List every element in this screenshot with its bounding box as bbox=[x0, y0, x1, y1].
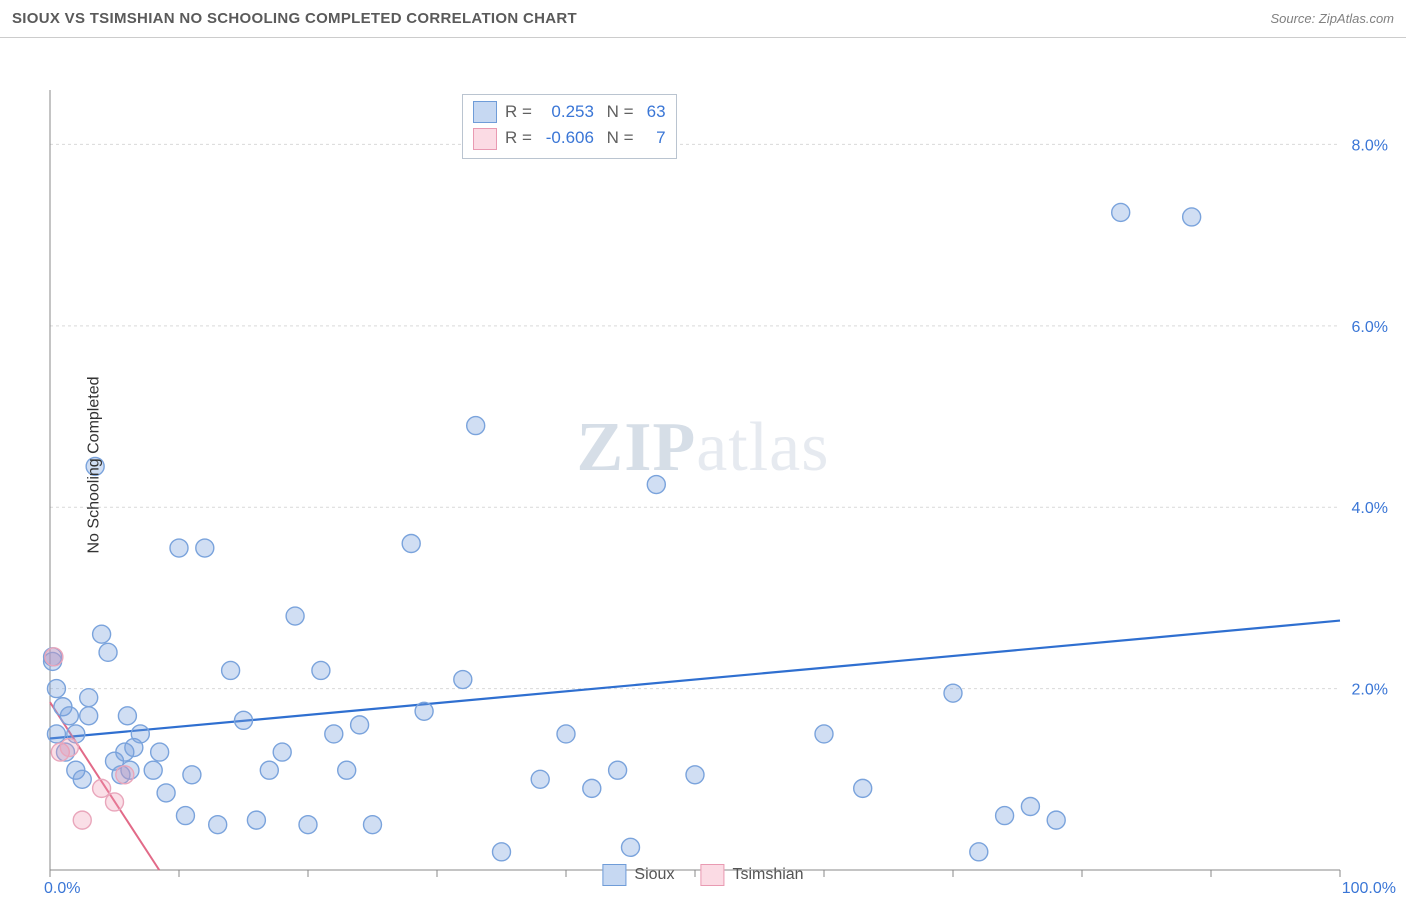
data-point bbox=[1112, 203, 1130, 221]
y-tick-label: 8.0% bbox=[1352, 137, 1388, 154]
series-legend: Sioux Tsimshian bbox=[602, 864, 803, 886]
data-point bbox=[970, 843, 988, 861]
legend-label: Tsimshian bbox=[732, 866, 803, 884]
data-point bbox=[247, 811, 265, 829]
series-swatch bbox=[473, 101, 497, 123]
data-point bbox=[312, 661, 330, 679]
data-point bbox=[1021, 798, 1039, 816]
scatter-plot: 2.0% 4.0% 6.0% 8.0% bbox=[0, 38, 1406, 892]
data-point bbox=[183, 766, 201, 784]
series-swatch bbox=[473, 128, 497, 150]
data-point bbox=[622, 838, 640, 856]
data-point bbox=[454, 671, 472, 689]
data-point bbox=[609, 761, 627, 779]
data-point bbox=[60, 707, 78, 725]
data-point bbox=[151, 743, 169, 761]
y-tick-label: 6.0% bbox=[1352, 319, 1388, 336]
chart-source: Source: ZipAtlas.com bbox=[1270, 11, 1394, 26]
data-point bbox=[99, 643, 117, 661]
data-point bbox=[686, 766, 704, 784]
data-point bbox=[93, 625, 111, 643]
legend-swatch bbox=[700, 864, 724, 886]
data-point bbox=[531, 770, 549, 788]
data-point bbox=[273, 743, 291, 761]
stats-row: R = 0.253 N = 63 bbox=[473, 99, 666, 125]
data-point bbox=[209, 816, 227, 834]
y-tick-label: 4.0% bbox=[1352, 500, 1388, 517]
data-point bbox=[325, 725, 343, 743]
data-point bbox=[815, 725, 833, 743]
data-point bbox=[47, 680, 65, 698]
r-label: R = bbox=[505, 125, 532, 151]
data-point bbox=[996, 807, 1014, 825]
data-point bbox=[60, 739, 78, 757]
data-point bbox=[106, 793, 124, 811]
legend-item: Tsimshian bbox=[700, 864, 803, 886]
n-value: 63 bbox=[642, 99, 666, 125]
data-point bbox=[1183, 208, 1201, 226]
data-point bbox=[338, 761, 356, 779]
data-point bbox=[222, 661, 240, 679]
r-label: R = bbox=[505, 99, 532, 125]
legend-item: Sioux bbox=[602, 864, 674, 886]
data-point bbox=[118, 707, 136, 725]
data-point bbox=[93, 779, 111, 797]
data-point bbox=[45, 648, 63, 666]
data-point bbox=[467, 417, 485, 435]
data-point bbox=[415, 702, 433, 720]
data-point bbox=[144, 761, 162, 779]
data-point bbox=[351, 716, 369, 734]
chart-title: SIOUX VS TSIMSHIAN NO SCHOOLING COMPLETE… bbox=[12, 10, 577, 27]
data-point bbox=[402, 534, 420, 552]
y-axis-label: No Schooling Completed bbox=[86, 377, 104, 554]
data-point bbox=[80, 707, 98, 725]
data-point bbox=[854, 779, 872, 797]
data-point bbox=[170, 539, 188, 557]
data-point bbox=[196, 539, 214, 557]
data-point bbox=[493, 843, 511, 861]
data-point bbox=[286, 607, 304, 625]
data-point bbox=[73, 811, 91, 829]
correlation-stats-box: R = 0.253 N = 63 R = -0.606 N = 7 bbox=[462, 94, 677, 159]
data-point bbox=[299, 816, 317, 834]
x-axis-end-label: 100.0% bbox=[1342, 880, 1396, 898]
data-point bbox=[260, 761, 278, 779]
x-axis-start-label: 0.0% bbox=[44, 880, 80, 898]
n-label: N = bbox=[602, 99, 634, 125]
data-point bbox=[364, 816, 382, 834]
chart-area: No Schooling Completed ZIPatlas 2.0%4.0%… bbox=[0, 38, 1406, 892]
data-point bbox=[157, 784, 175, 802]
r-value: -0.606 bbox=[540, 125, 594, 151]
data-point bbox=[131, 725, 149, 743]
data-point bbox=[647, 476, 665, 494]
data-point bbox=[176, 807, 194, 825]
y-tick-label: 2.0% bbox=[1352, 682, 1388, 699]
n-value: 7 bbox=[642, 125, 666, 151]
legend-label: Sioux bbox=[634, 866, 674, 884]
data-point bbox=[1047, 811, 1065, 829]
data-point bbox=[80, 689, 98, 707]
r-value: 0.253 bbox=[540, 99, 594, 125]
data-point bbox=[557, 725, 575, 743]
data-point bbox=[73, 770, 91, 788]
legend-swatch bbox=[602, 864, 626, 886]
n-label: N = bbox=[602, 125, 634, 151]
data-point bbox=[47, 725, 65, 743]
stats-row: R = -0.606 N = 7 bbox=[473, 125, 666, 151]
data-point bbox=[583, 779, 601, 797]
data-point bbox=[116, 766, 134, 784]
data-point bbox=[235, 711, 253, 729]
chart-header: SIOUX VS TSIMSHIAN NO SCHOOLING COMPLETE… bbox=[0, 0, 1406, 38]
data-point bbox=[944, 684, 962, 702]
